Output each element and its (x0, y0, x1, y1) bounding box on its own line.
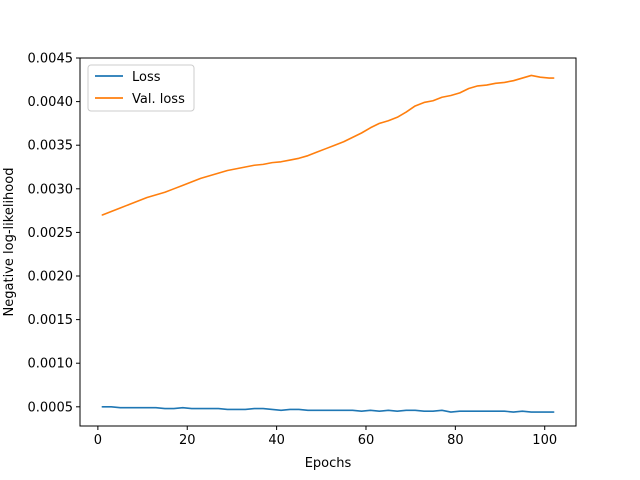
y-tick-label: 0.0010 (28, 357, 74, 372)
plot-layer (101, 74, 555, 413)
y-tick-label: 0.0030 (28, 182, 74, 197)
x-tick-label: 80 (447, 433, 464, 448)
x-tick-label: 0 (94, 433, 102, 448)
x-axis-label: Epochs (305, 456, 352, 471)
y-tick-label: 0.0015 (28, 313, 74, 328)
axes-layer: 0 20 40 60 80 100 0.0005 0.0010 0.0015 0.0020 0.00… (28, 52, 577, 448)
series-line-0 (101, 406, 555, 413)
x-tick-label: 60 (358, 433, 375, 448)
legend: Loss Val. loss (87, 64, 195, 112)
legend-label-1: Val. loss (132, 92, 185, 107)
y-tick-label: 0.0020 (28, 270, 74, 285)
y-tick-label: 0.0040 (28, 95, 74, 110)
y-tick-label: 0.0025 (28, 226, 74, 241)
y-tick-label: 0.0045 (28, 52, 74, 67)
series-line-1 (101, 74, 555, 216)
x-tick-label: 40 (268, 433, 285, 448)
y-tick-label: 0.0035 (28, 139, 74, 154)
x-tick-label: 20 (179, 433, 196, 448)
plot-frame (79, 57, 577, 427)
y-tick-label: 0.0005 (28, 400, 74, 415)
x-tick-label: 100 (532, 433, 557, 448)
y-axis-label: Negative log-likelihood (2, 168, 17, 317)
legend-label-0: Loss (132, 70, 161, 85)
